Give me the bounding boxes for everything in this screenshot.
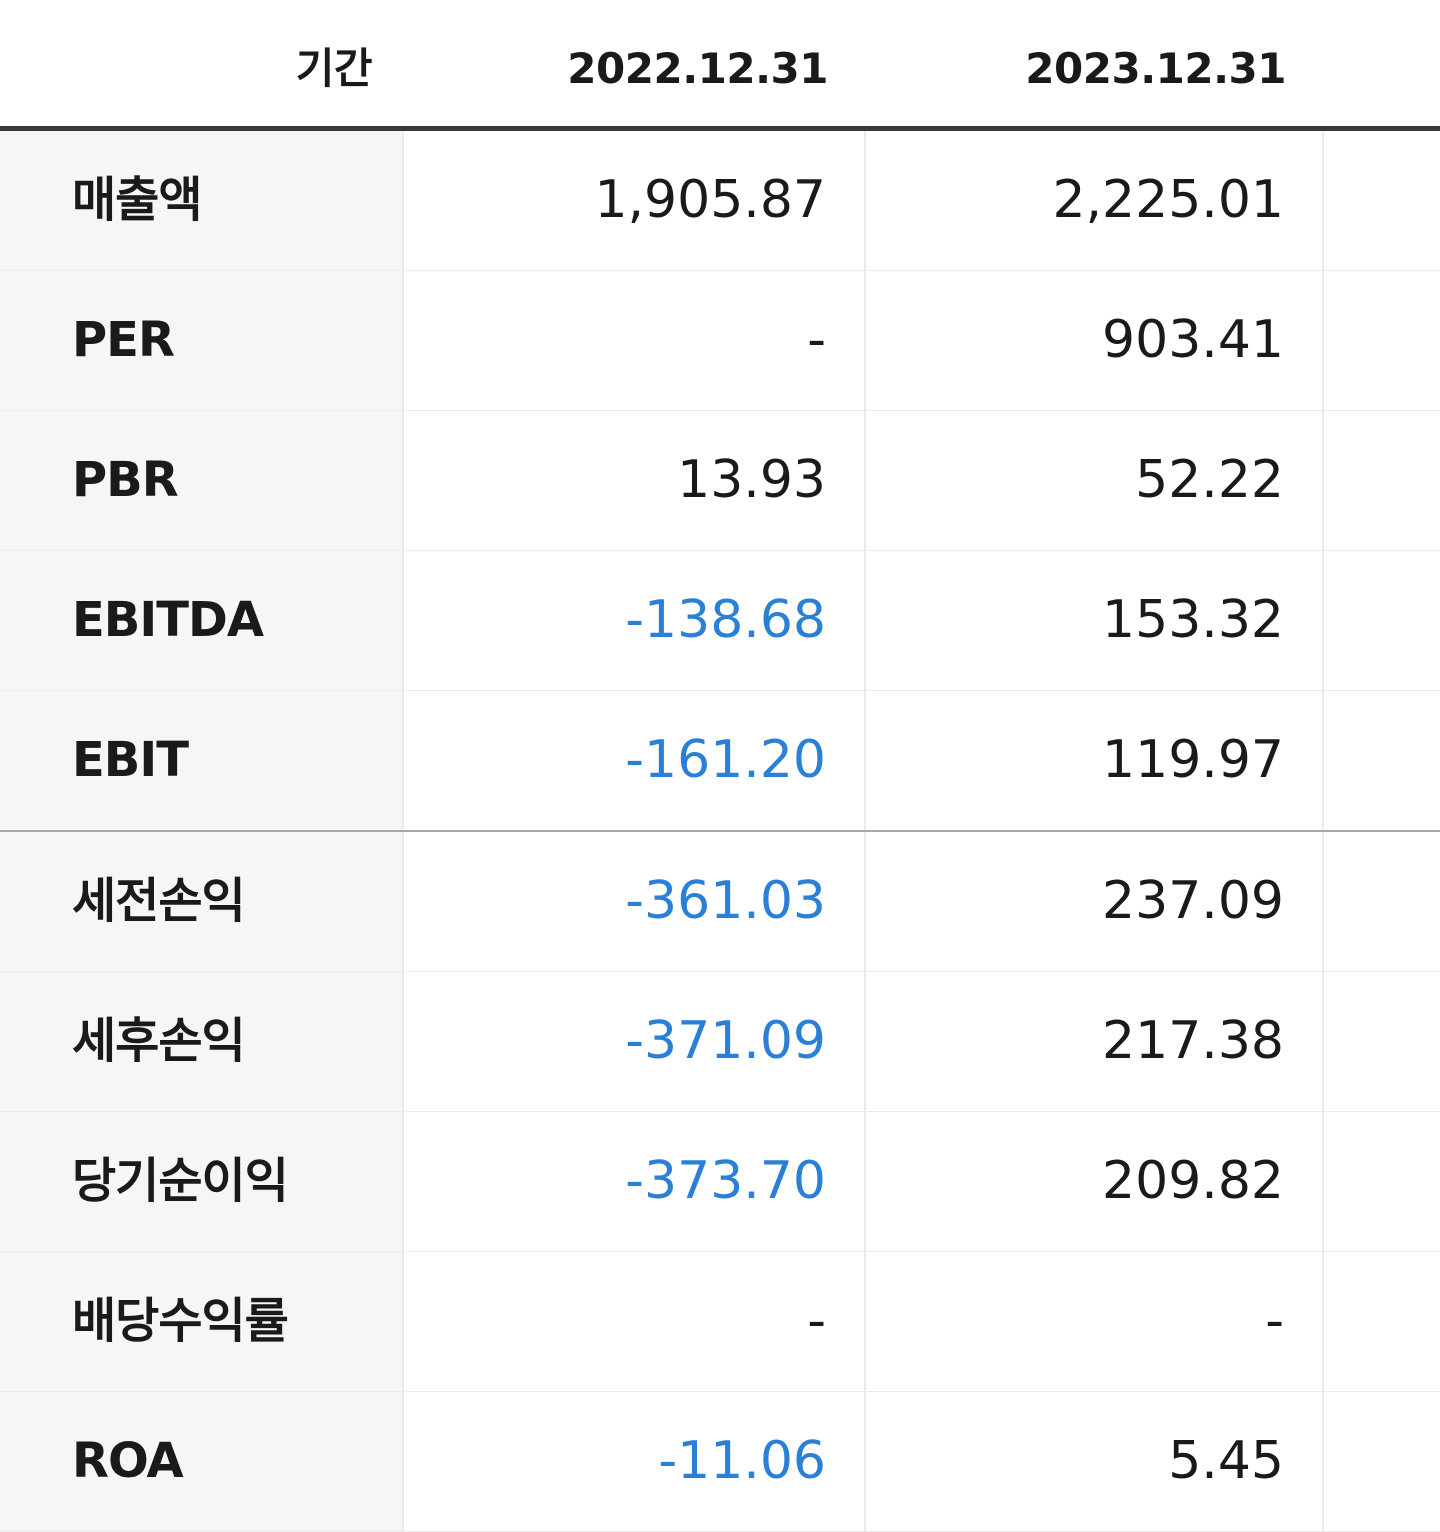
column-header-2023: 2023.12.31 [1025, 44, 1286, 93]
row-tail [1324, 1112, 1440, 1251]
row-tail [1324, 972, 1440, 1111]
value-2023: 217.38 [866, 972, 1324, 1111]
row-label: 세전손익 [0, 832, 404, 971]
period-header: 기간 [295, 44, 373, 93]
value-2023: 2,225.01 [866, 131, 1324, 270]
value-2023: 52.22 [866, 411, 1324, 550]
value-2023: 209.82 [866, 1112, 1324, 1251]
value-2022: -138.68 [404, 551, 866, 690]
value-2022: 1,905.87 [404, 131, 866, 270]
row-label: 세후손익 [0, 972, 404, 1111]
value-2023: 153.32 [866, 551, 1324, 690]
row-tail [1324, 832, 1440, 971]
row-label: PBR [0, 411, 404, 550]
row-tail [1324, 271, 1440, 410]
table-row: 배당수익률 - - [0, 1252, 1440, 1392]
row-tail [1324, 1392, 1440, 1531]
value-2022: -371.09 [404, 972, 866, 1111]
table-header: 기간 2022.12.31 2023.12.31 [0, 0, 1440, 131]
table-row: PER - 903.41 [0, 271, 1440, 411]
row-tail [1324, 131, 1440, 270]
row-label: PER [0, 271, 404, 410]
row-tail [1324, 411, 1440, 550]
column-header-2022: 2022.12.31 [567, 44, 828, 93]
value-2022: -11.06 [404, 1392, 866, 1531]
row-label: 배당수익률 [0, 1252, 404, 1391]
table-row: 당기순이익 -373.70 209.82 [0, 1112, 1440, 1252]
value-2022: - [404, 271, 866, 410]
value-2022: 13.93 [404, 411, 866, 550]
row-label: 매출액 [0, 131, 404, 270]
row-label: 당기순이익 [0, 1112, 404, 1251]
row-tail [1324, 1252, 1440, 1391]
table-row: 세후손익 -371.09 217.38 [0, 972, 1440, 1112]
value-2023: 903.41 [866, 271, 1324, 410]
table-row: ROA -11.06 5.45 [0, 1392, 1440, 1532]
row-label: EBIT [0, 691, 404, 830]
table-row: EBIT -161.20 119.97 [0, 691, 1440, 832]
row-tail [1324, 691, 1440, 830]
table-row: PBR 13.93 52.22 [0, 411, 1440, 551]
value-2022: - [404, 1252, 866, 1391]
value-2023: 5.45 [866, 1392, 1324, 1531]
value-2023: 237.09 [866, 832, 1324, 971]
value-2022: -161.20 [404, 691, 866, 830]
value-2023: 119.97 [866, 691, 1324, 830]
row-label: ROA [0, 1392, 404, 1531]
table-row: 세전손익 -361.03 237.09 [0, 832, 1440, 972]
table-row: 매출액 1,905.87 2,225.01 [0, 131, 1440, 271]
value-2023: - [866, 1252, 1324, 1391]
row-label: EBITDA [0, 551, 404, 690]
table-row: EBITDA -138.68 153.32 [0, 551, 1440, 691]
row-tail [1324, 551, 1440, 690]
value-2022: -361.03 [404, 832, 866, 971]
value-2022: -373.70 [404, 1112, 866, 1251]
